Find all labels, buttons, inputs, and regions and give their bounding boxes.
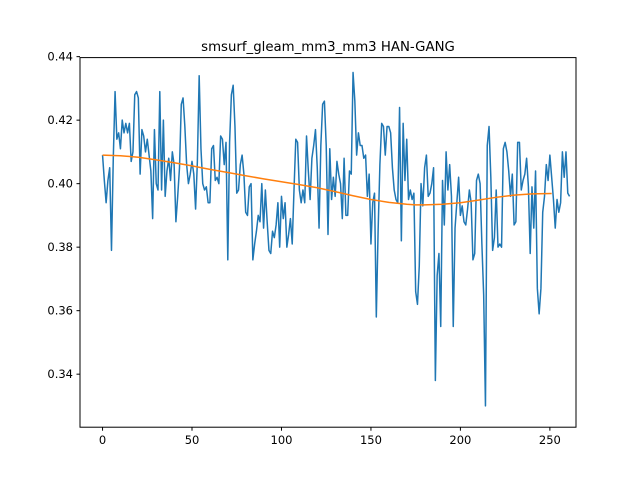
y-tick-label: 0.38 bbox=[47, 240, 73, 254]
y-tick-label: 0.34 bbox=[47, 367, 73, 381]
series-layer bbox=[101, 71, 571, 407]
series-line-1 bbox=[101, 71, 571, 407]
x-tick-label: 150 bbox=[360, 433, 382, 447]
x-tick-label: 50 bbox=[185, 433, 200, 447]
x-tick-label: 200 bbox=[449, 433, 471, 447]
x-axis: 0 50 100 150 200 250 bbox=[99, 427, 561, 447]
x-tick-label: 250 bbox=[539, 433, 561, 447]
x-tick-label: 100 bbox=[271, 433, 293, 447]
y-tick-label: 0.44 bbox=[47, 50, 73, 64]
y-tick-label: 0.40 bbox=[47, 177, 73, 191]
y-tick-label: 0.36 bbox=[47, 304, 73, 318]
plot-frame bbox=[79, 57, 577, 428]
chart-title: smsurf_gleam_mm3_mm3 HAN-GANG bbox=[201, 40, 455, 55]
y-axis: 0.34 0.36 0.38 0.40 0.42 0.44 bbox=[47, 50, 80, 381]
series-line-2 bbox=[102, 154, 552, 206]
y-tick-label: 0.42 bbox=[47, 113, 73, 127]
x-tick-label: 0 bbox=[99, 433, 106, 447]
